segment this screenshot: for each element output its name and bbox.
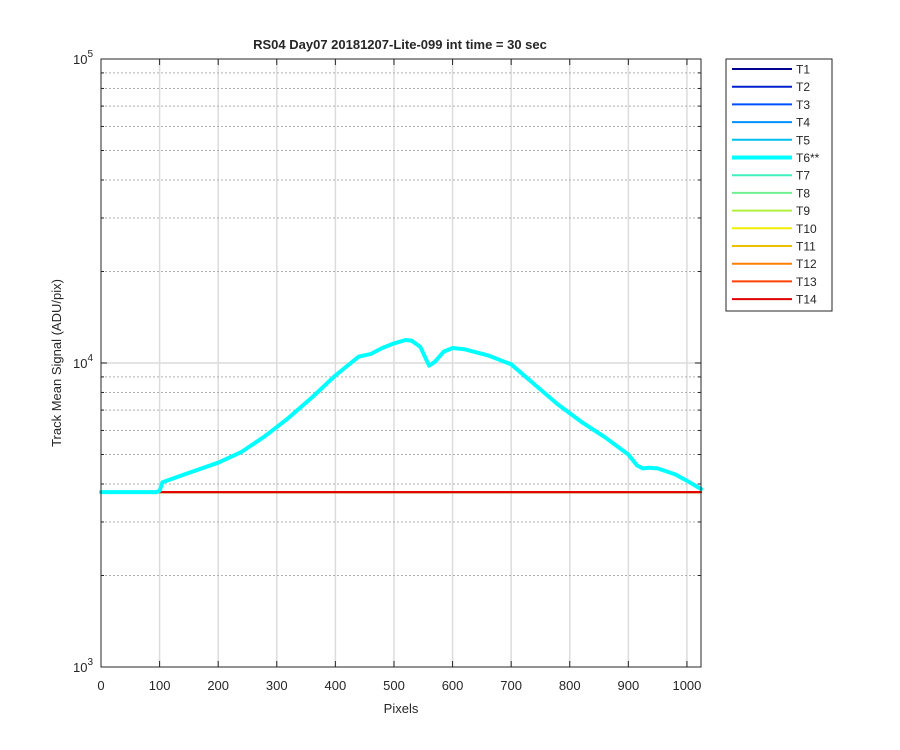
y-tick-labels: 103 104 105	[73, 49, 93, 675]
legend-label: T11	[796, 240, 816, 254]
legend-label: T12	[796, 257, 817, 271]
legend-label: T8	[796, 186, 810, 200]
legend-label: T7	[796, 169, 810, 183]
x-tick-label: 900	[617, 678, 639, 693]
chart-title: RS04 Day07 20181207-Lite-099 int time = …	[253, 37, 547, 52]
legend-label: T5	[796, 133, 810, 147]
x-tick-label: 600	[442, 678, 464, 693]
x-tick-label: 500	[383, 678, 405, 693]
x-tick-label: 300	[266, 678, 288, 693]
legend-label: T4	[796, 116, 810, 130]
tick-marks	[100, 58, 701, 668]
y-tick-label: 105	[73, 49, 93, 67]
legend-label: T14	[796, 293, 817, 307]
y-tick-label: 103	[73, 657, 93, 675]
x-tick-label: 0	[97, 678, 104, 693]
x-tick-label: 100	[149, 678, 171, 693]
legend-label: T1	[796, 63, 810, 77]
y-axis-label: Track Mean Signal (ADU/pix)	[49, 279, 64, 447]
x-tick-label: 1000	[672, 678, 701, 693]
y-tick-label: 104	[73, 353, 93, 371]
legend-label: T13	[796, 275, 817, 289]
legend-label: T6**	[796, 151, 820, 165]
x-tick-label: 200	[207, 678, 229, 693]
x-tick-labels: 0 100 200 300 400 500 600 700 800 900 1000	[97, 678, 701, 693]
grid-lines	[101, 59, 701, 667]
series-lines	[99, 338, 703, 495]
legend-items: T1 T2 T3 T4 T5 T6** T7 T8 T9 T10 T11 T12 T13 T14	[732, 63, 820, 307]
x-tick-label: 700	[500, 678, 522, 693]
series-line-t6	[99, 338, 703, 495]
legend-label: T10	[796, 222, 817, 236]
x-tick-label: 400	[325, 678, 347, 693]
x-tick-label: 800	[559, 678, 581, 693]
legend-label: T9	[796, 204, 810, 218]
legend-label: T2	[796, 80, 810, 94]
legend-box	[725, 58, 833, 312]
legend: T1 T2 T3 T4 T5 T6** T7 T8 T9 T10 T11 T12 T13 T14	[725, 58, 833, 312]
x-axis-label: Pixels	[384, 701, 419, 716]
legend-label: T3	[796, 98, 810, 112]
